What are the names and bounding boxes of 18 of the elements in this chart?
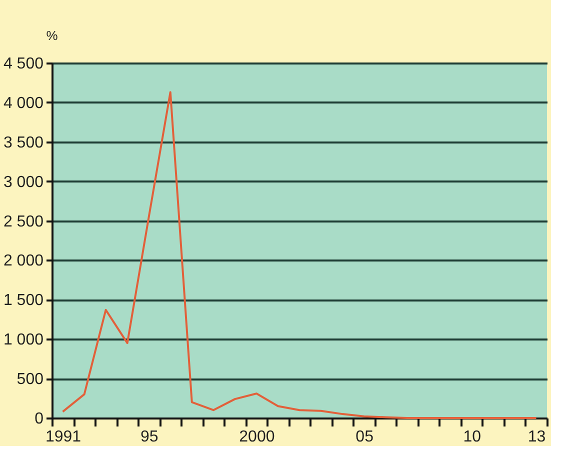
y-tick-label: 0 [34, 410, 44, 428]
y-tick-label: 2 000 [3, 252, 44, 270]
x-tick-label: 05 [356, 428, 374, 446]
y-axis-title: % [46, 28, 58, 43]
x-tick-label: 2000 [239, 428, 275, 446]
y-tick-label: 1 000 [3, 332, 44, 349]
x-tick-label: 13 [528, 428, 546, 446]
y-tick-label: 4 500 [3, 56, 44, 72]
y-tick-label: 500 [16, 371, 44, 388]
x-tick-label: 95 [140, 428, 158, 446]
x-tick-label: 1991 [45, 428, 82, 446]
y-tick-label: 2 500 [3, 213, 44, 230]
y-tick-label: 3 000 [3, 174, 44, 191]
y-tick-label: 1 500 [3, 292, 44, 310]
y-tick-label: 4 000 [3, 94, 44, 112]
line-series [62, 91, 538, 419]
x-tick-label: 10 [463, 428, 482, 446]
y-tick-label: 3 500 [3, 134, 44, 152]
